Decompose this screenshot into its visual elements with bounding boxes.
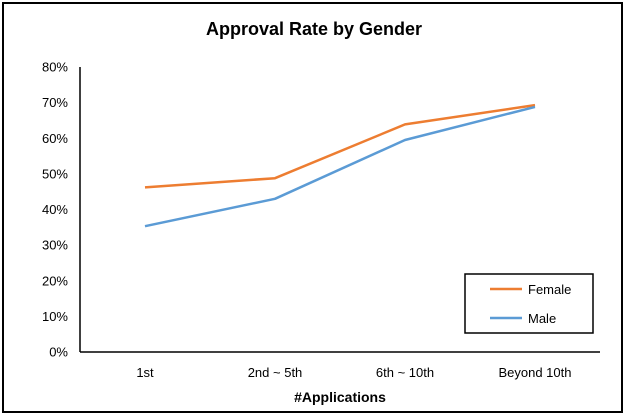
y-tick-label: 20% — [42, 273, 68, 288]
y-tick-label: 30% — [42, 238, 68, 253]
x-tick-label: 1st — [136, 365, 154, 380]
y-tick-label: 60% — [42, 131, 68, 146]
y-tick-label: 10% — [42, 309, 68, 324]
y-tick-label: 0% — [49, 345, 68, 360]
x-tick-label: Beyond 10th — [498, 365, 571, 380]
y-axis-ticks: 0% 10% 20% 30% 40% 50% 60% 70% 80% — [42, 60, 68, 360]
y-tick-label: 80% — [42, 60, 68, 75]
series-line-male — [144, 105, 536, 228]
y-tick-label: 70% — [42, 95, 68, 110]
series-line-female — [144, 103, 536, 189]
legend-box — [464, 273, 594, 334]
x-tick-label: 2nd ~ 5th — [248, 365, 303, 380]
legend: Female Male — [464, 273, 594, 334]
series-lines — [144, 103, 536, 228]
x-axis-ticks: 1st 2nd ~ 5th 6th ~ 10th Beyond 10th — [136, 365, 571, 380]
y-tick-label: 50% — [42, 166, 68, 181]
chart-title: Approval Rate by Gender — [206, 19, 422, 39]
legend-label-male: Male — [528, 311, 556, 326]
x-axis-title: #Applications — [294, 389, 386, 405]
legend-label-female: Female — [528, 282, 571, 297]
chart-frame — [2, 2, 623, 413]
y-tick-label: 40% — [42, 202, 68, 217]
x-tick-label: 6th ~ 10th — [376, 365, 434, 380]
